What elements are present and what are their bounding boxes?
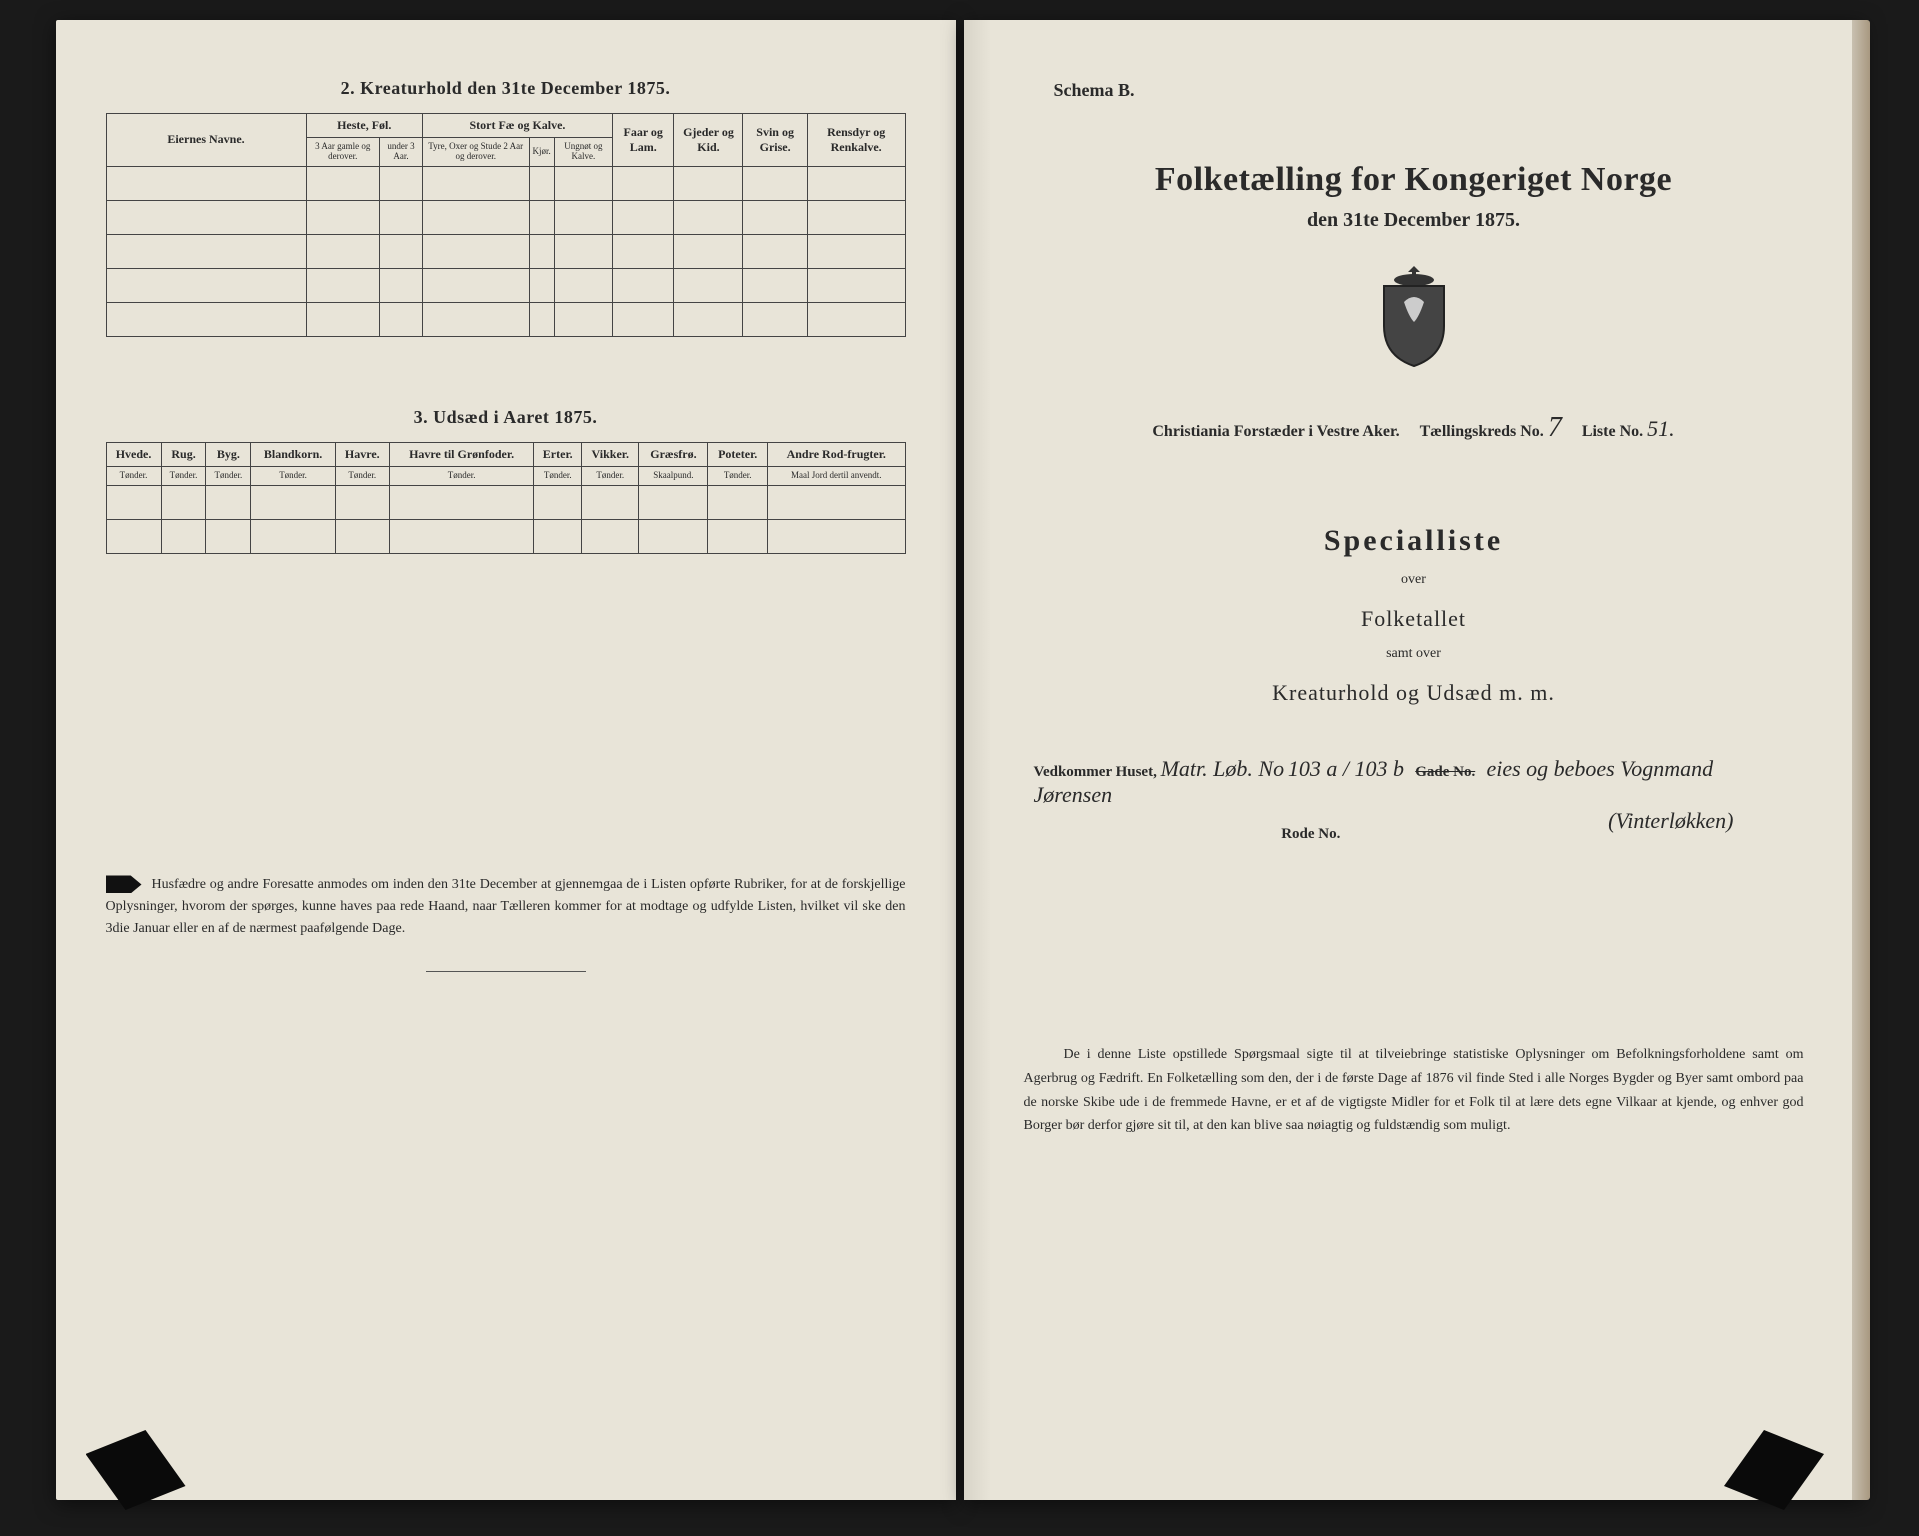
- document-spread: 2. Kreaturhold den 31te December 1875. E…: [56, 20, 1864, 1500]
- sub-c2: Kjør.: [529, 138, 554, 167]
- gade-label: Gade No.: [1415, 764, 1475, 780]
- rode-label: Rode No.: [1281, 826, 1340, 842]
- unit: Tønder.: [389, 466, 534, 485]
- col-rye: Rug.: [161, 442, 206, 466]
- col-sheep: Faar og Lam.: [612, 114, 674, 167]
- col-wheat: Hvede.: [106, 442, 161, 466]
- table-row: [106, 200, 905, 234]
- spec-over: over: [1014, 572, 1814, 588]
- table-row: [106, 519, 905, 553]
- right-page: Schema B. Folketælling for Kongeriget No…: [964, 20, 1864, 1500]
- spec-kreaturhold: Kreaturhold og Udsæd m. m.: [1014, 680, 1814, 706]
- right-footer-note: De i denne Liste opstillede Spørgsmaal s…: [1014, 1043, 1814, 1138]
- col-group-cattle: Stort Fæ og Kalve.: [422, 114, 612, 138]
- col-vetch: Vikker.: [582, 442, 639, 466]
- table-row: [106, 268, 905, 302]
- col-oats-green: Havre til Grønfoder.: [389, 442, 534, 466]
- col-peas: Erter.: [534, 442, 582, 466]
- table-row: [106, 166, 905, 200]
- table-row: [106, 234, 905, 268]
- location-text: Christiania Forstæder i Vestre Aker.: [1152, 423, 1399, 440]
- spec-samt: samt over: [1014, 646, 1814, 662]
- section-2-title: 2. Kreaturhold den 31te December 1875.: [106, 78, 906, 99]
- sub-h2: under 3 Aar.: [380, 138, 423, 167]
- footer-text: Husfædre og andre Foresatte anmodes om i…: [106, 877, 906, 937]
- location-line: Christiania Forstæder i Vestre Aker. Tæl…: [1014, 412, 1814, 444]
- col-root: Andre Rod-frugter.: [768, 442, 905, 466]
- binder-clip: [86, 1430, 186, 1510]
- liste-number: 51.: [1647, 416, 1675, 441]
- unit: Tønder.: [161, 466, 206, 485]
- unit: Tønder.: [534, 466, 582, 485]
- left-page: 2. Kreaturhold den 31te December 1875. E…: [56, 20, 956, 1500]
- col-rein: Rensdyr og Renkalve.: [807, 114, 905, 167]
- seed-table: Hvede. Rug. Byg. Blandkorn. Havre. Havre…: [106, 442, 906, 554]
- binder-clip: [1724, 1430, 1824, 1510]
- section-3-title: 3. Udsæd i Aaret 1875.: [106, 407, 906, 428]
- right-footer-text: De i denne Liste opstillede Spørgsmaal s…: [1024, 1043, 1804, 1138]
- specialliste-title: Specialliste: [1014, 524, 1814, 558]
- census-date: den 31te December 1875.: [1014, 209, 1814, 232]
- house-line: Vedkommer Huset, Matr. Løb. No 103 a / 1…: [1014, 756, 1814, 808]
- sub-c1: Tyre, Oxer og Stude 2 Aar og derover.: [422, 138, 529, 167]
- livestock-table: Eiernes Navne. Heste, Føl. Stort Fæ og K…: [106, 113, 906, 337]
- pointer-icon: [106, 875, 142, 893]
- sub-h1: 3 Aar gamle og derover.: [306, 138, 380, 167]
- spec-folketallet: Folketallet: [1014, 606, 1814, 632]
- unit: Tønder.: [582, 466, 639, 485]
- sub-c3: Ungnøt og Kalve.: [554, 138, 612, 167]
- unit: Skaalpund.: [639, 466, 708, 485]
- unit: Tønder.: [106, 466, 161, 485]
- col-grass: Græsfrø.: [639, 442, 708, 466]
- kreds-label: Tællingskreds No.: [1420, 423, 1544, 440]
- house-label: Vedkommer Huset,: [1034, 764, 1157, 780]
- col-barley: Byg.: [206, 442, 251, 466]
- unit: Tønder.: [251, 466, 335, 485]
- house-matr-lbl: Matr. Løb. No: [1161, 756, 1284, 781]
- col-pig: Svin og Grise.: [743, 114, 807, 167]
- table-row: [106, 302, 905, 336]
- table-row: [106, 485, 905, 519]
- col-goat: Gjeder og Kid.: [674, 114, 743, 167]
- liste-label: Liste No.: [1582, 423, 1643, 440]
- divider: [426, 971, 586, 972]
- unit: Tønder.: [708, 466, 768, 485]
- col-oats: Havre.: [335, 442, 389, 466]
- col-group-horse: Heste, Føl.: [306, 114, 422, 138]
- unit: Tønder.: [335, 466, 389, 485]
- schema-label: Schema B.: [1054, 80, 1814, 101]
- house-matr-val: 103 a / 103 b: [1288, 756, 1404, 781]
- col-potato: Poteter.: [708, 442, 768, 466]
- col-mixed: Blandkorn.: [251, 442, 335, 466]
- kreds-number: 7: [1548, 412, 1562, 443]
- coat-of-arms-icon: [1369, 262, 1459, 372]
- house-handwriting-2: (Vinterløkken): [1608, 808, 1733, 834]
- census-title: Folketælling for Kongeriget Norge: [1014, 161, 1814, 199]
- col-owner: Eiernes Navne.: [106, 114, 306, 167]
- unit: Maal Jord dertil anvendt.: [768, 466, 905, 485]
- unit: Tønder.: [206, 466, 251, 485]
- left-footer-note: Husfædre og andre Foresatte anmodes om i…: [106, 874, 906, 941]
